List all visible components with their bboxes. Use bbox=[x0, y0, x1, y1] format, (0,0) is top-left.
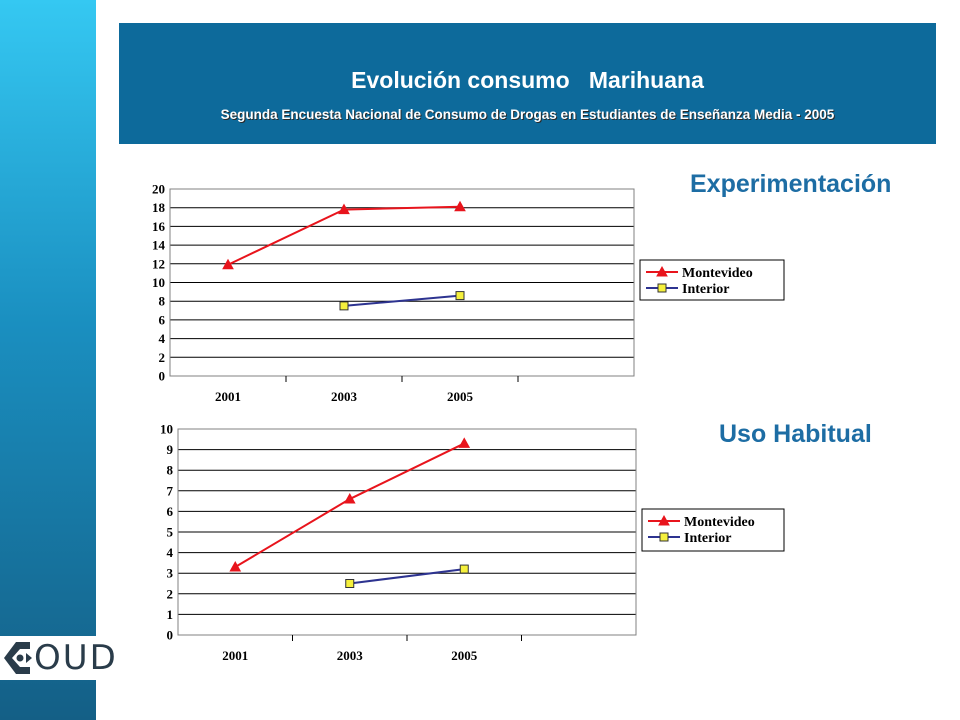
sidebar-band bbox=[0, 0, 96, 720]
legend-marker bbox=[658, 514, 670, 526]
legend-marker bbox=[659, 532, 669, 542]
legend-box bbox=[639, 259, 785, 301]
y-tick-label: 8 bbox=[167, 463, 174, 478]
data-point-interior bbox=[455, 291, 465, 301]
legend-marker bbox=[657, 283, 667, 293]
legend-label: Montevideo bbox=[684, 515, 755, 530]
legend-label: Interior bbox=[682, 282, 729, 297]
x-tick-label: 2003 bbox=[331, 389, 358, 404]
y-tick-label: 7 bbox=[167, 483, 174, 498]
data-point-interior bbox=[339, 301, 349, 311]
y-tick-label: 4 bbox=[167, 545, 174, 560]
y-tick-label: 14 bbox=[152, 238, 166, 253]
legend-label: Interior bbox=[684, 531, 731, 546]
chart-uso-habitual: 0 1 2 3 4 5 6 7 8 9 10 2001 2003 2005 MontevideoInteri… bbox=[160, 422, 785, 663]
y-tick-label: 16 bbox=[152, 219, 166, 234]
y-tick-label: 9 bbox=[167, 442, 174, 457]
y-tick-label: 20 bbox=[152, 182, 165, 197]
data-point-interior bbox=[345, 579, 355, 588]
data-point-montevideo bbox=[229, 560, 242, 572]
x-tick-label: 2003 bbox=[337, 648, 364, 663]
header-banner: Evolución consumo Marihuana Segunda Encu… bbox=[119, 23, 936, 144]
data-point-montevideo bbox=[222, 258, 234, 270]
y-tick-label: 2 bbox=[159, 350, 166, 365]
series-line-montevideo bbox=[227, 205, 461, 266]
uso-habitual-label: Uso Habitual bbox=[719, 420, 872, 448]
oud-logo: OUD bbox=[0, 636, 116, 680]
y-tick-label: 5 bbox=[167, 525, 174, 540]
legend-box bbox=[641, 508, 785, 552]
data-point-montevideo bbox=[454, 200, 466, 212]
y-tick-label: 18 bbox=[152, 200, 166, 215]
page-title: Evolución consumo Marihuana bbox=[351, 67, 704, 93]
data-point-interior bbox=[459, 564, 469, 574]
x-tick-label: 2001 bbox=[215, 389, 241, 404]
series-line-interior bbox=[349, 568, 465, 585]
x-tick-label: 2005 bbox=[447, 389, 474, 404]
y-tick-label: 6 bbox=[159, 312, 166, 327]
y-tick-label: 12 bbox=[152, 256, 165, 271]
legend-label: Montevideo bbox=[682, 266, 753, 281]
page-subtitle: Segunda Encuesta Nacional de Consumo de … bbox=[220, 107, 835, 122]
y-tick-label: 10 bbox=[152, 275, 165, 290]
series-line-montevideo bbox=[234, 442, 465, 568]
y-tick-label: 2 bbox=[167, 586, 174, 601]
y-tick-label: 1 bbox=[167, 607, 174, 622]
legend-marker bbox=[656, 265, 668, 277]
y-tick-label: 0 bbox=[167, 628, 174, 643]
series-line-interior bbox=[343, 294, 461, 307]
oud-logo-icon bbox=[4, 642, 32, 674]
x-tick-label: 2001 bbox=[222, 648, 248, 663]
y-tick-label: 0 bbox=[159, 369, 166, 384]
experimentacion-label: Experimentación bbox=[690, 170, 892, 198]
chart-experimentacion: 0 2 4 6 8 10 12 14 16 18 20 2001 2003 2005 MontevideoI… bbox=[152, 182, 785, 404]
data-point-montevideo bbox=[458, 437, 471, 448]
y-tick-label: 6 bbox=[167, 504, 174, 519]
y-tick-label: 3 bbox=[167, 566, 174, 581]
y-tick-label: 8 bbox=[159, 294, 166, 309]
logo-text: OUD bbox=[34, 638, 118, 678]
x-tick-label: 2005 bbox=[451, 648, 478, 663]
y-tick-label: 4 bbox=[159, 331, 166, 346]
data-point-montevideo bbox=[343, 493, 356, 504]
y-tick-label: 10 bbox=[160, 422, 173, 437]
data-point-montevideo bbox=[338, 203, 350, 215]
